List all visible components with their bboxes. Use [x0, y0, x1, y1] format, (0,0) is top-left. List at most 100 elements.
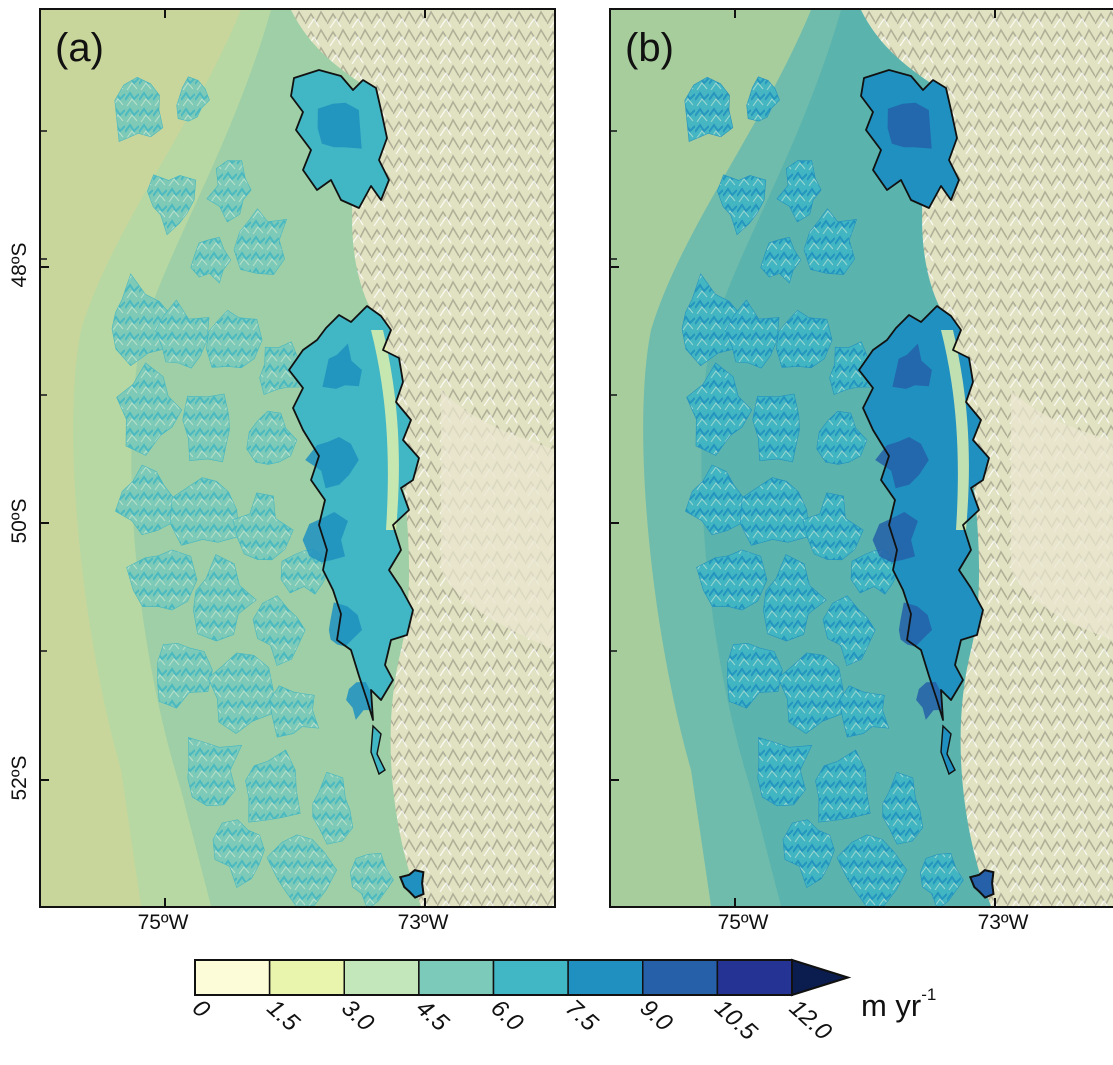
island	[717, 174, 767, 236]
lon-label-73w-a: 73ºW	[397, 911, 449, 934]
island	[169, 477, 240, 546]
small-glacier-outline	[370, 724, 386, 776]
island	[246, 410, 298, 465]
island	[245, 749, 301, 823]
colorbar-segment	[268, 959, 345, 996]
island	[760, 236, 802, 284]
colorbar-tick-label: 7.5	[560, 994, 603, 1037]
south-icefield-core	[346, 682, 373, 720]
south-icefield-core	[305, 437, 359, 489]
island	[882, 771, 924, 845]
island	[111, 273, 176, 367]
icefield-east-strip	[371, 330, 399, 530]
island	[182, 393, 230, 463]
island	[776, 310, 833, 369]
south-icefield-core	[322, 343, 362, 389]
island	[206, 310, 263, 369]
island	[259, 341, 303, 395]
island	[838, 685, 890, 738]
island	[176, 76, 210, 122]
colorbar-tick-label: 1.5	[262, 994, 305, 1037]
colorbar-tick-label: 0	[187, 994, 215, 1023]
colorbar-tick-label: 4.5	[411, 994, 454, 1037]
colorbar-tick-label: 9.0	[635, 994, 678, 1037]
colorbar-tick-label: 3.0	[336, 994, 379, 1037]
north-icefield-core	[887, 102, 932, 149]
dry-plain	[441, 390, 554, 650]
south-icefield-core	[892, 343, 932, 389]
island	[802, 492, 864, 561]
small-glacier-outline	[940, 724, 956, 776]
colorbar-segment	[343, 959, 420, 996]
south-icefield-outline	[858, 305, 990, 721]
lat-label-48s: 48ºS	[8, 242, 31, 288]
south-icefield-core	[872, 512, 918, 563]
colorbar-segment	[716, 959, 793, 996]
lon-label-75w-a: 75ºW	[137, 911, 189, 934]
island	[190, 236, 232, 284]
map-panel-b-graphic	[611, 10, 1113, 906]
colorbar-segment	[492, 959, 569, 996]
island	[815, 749, 871, 823]
colorbar-tick-label: 12.0	[784, 994, 837, 1046]
colorbar-tick-label: 10.5	[709, 994, 762, 1046]
island	[268, 685, 320, 738]
lat-label-50s: 50ºS	[8, 498, 31, 544]
icefield-east-strip	[941, 330, 969, 530]
island	[312, 771, 354, 845]
island	[696, 549, 768, 611]
island	[187, 736, 243, 807]
island	[816, 410, 868, 465]
south-icefield-core	[302, 512, 348, 563]
island	[763, 554, 827, 642]
island	[232, 492, 294, 561]
south-icefield-core	[916, 682, 943, 720]
island	[782, 819, 835, 889]
island	[116, 362, 183, 456]
southern-ice-patch	[398, 869, 425, 899]
island	[126, 549, 198, 611]
island	[193, 554, 257, 642]
map-panel-b: (b)	[609, 8, 1113, 908]
colorbar-extend-triangle	[791, 958, 852, 997]
island	[233, 208, 288, 275]
island	[686, 362, 753, 456]
island	[147, 174, 197, 236]
colorbar-segment	[567, 959, 644, 996]
island	[776, 160, 822, 223]
island	[685, 464, 746, 536]
lon-label-73w-b: 73ºW	[977, 911, 1029, 934]
island	[822, 595, 876, 666]
island	[803, 208, 858, 275]
south-icefield-core	[875, 437, 929, 489]
lat-label-52s: 52ºS	[8, 755, 31, 801]
island	[252, 595, 306, 666]
island	[115, 464, 176, 536]
island	[155, 299, 210, 369]
colorbar-segment	[194, 959, 271, 996]
island	[114, 76, 164, 143]
island	[726, 643, 783, 709]
island	[266, 834, 338, 906]
island	[920, 852, 964, 906]
colorbar-segment	[642, 959, 719, 996]
panel-b-label: (b)	[625, 26, 674, 70]
north-icefield-outline	[860, 69, 960, 209]
colorbar-tick-label: 6.0	[485, 994, 528, 1037]
colorbar-frame	[194, 959, 793, 996]
island	[746, 76, 780, 122]
lon-label-75w-b: 75ºW	[717, 911, 769, 934]
south-icefield-outline	[288, 305, 420, 721]
southern-ice-patch	[968, 869, 995, 899]
island	[757, 736, 813, 807]
island	[350, 852, 394, 906]
island	[212, 819, 265, 889]
island	[725, 299, 780, 369]
island	[836, 834, 908, 906]
island	[681, 273, 746, 367]
colorbar-segment	[418, 959, 495, 996]
island	[739, 477, 810, 546]
mainland-relief	[291, 10, 554, 906]
panel-a-label: (a)	[55, 26, 104, 70]
